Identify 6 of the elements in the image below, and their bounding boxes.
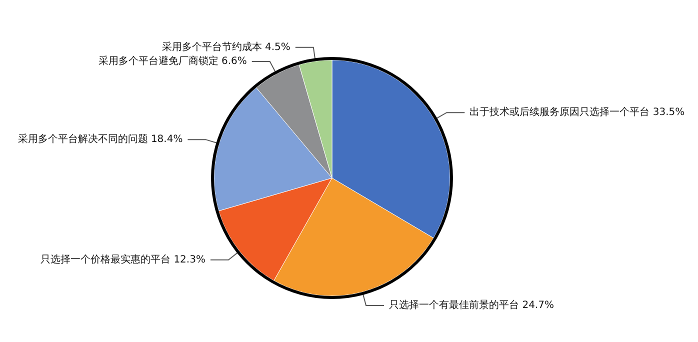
slice-label: 出于技术或后续服务原因只选择一个平台 33.5% [470, 106, 685, 118]
slice-label: 只选择一个价格最实惠的平台 12.3% [40, 253, 206, 266]
slice-label: 只选择一个有最佳前景的平台 24.7% [389, 299, 554, 312]
slice-label: 采用多个平台解决不同的问题 18.4% [18, 133, 183, 146]
slice-label: 采用多个平台节约成本 4.5% [162, 40, 290, 53]
slice-label: 采用多个平台避免厂商锁定 6.6% [98, 55, 247, 68]
